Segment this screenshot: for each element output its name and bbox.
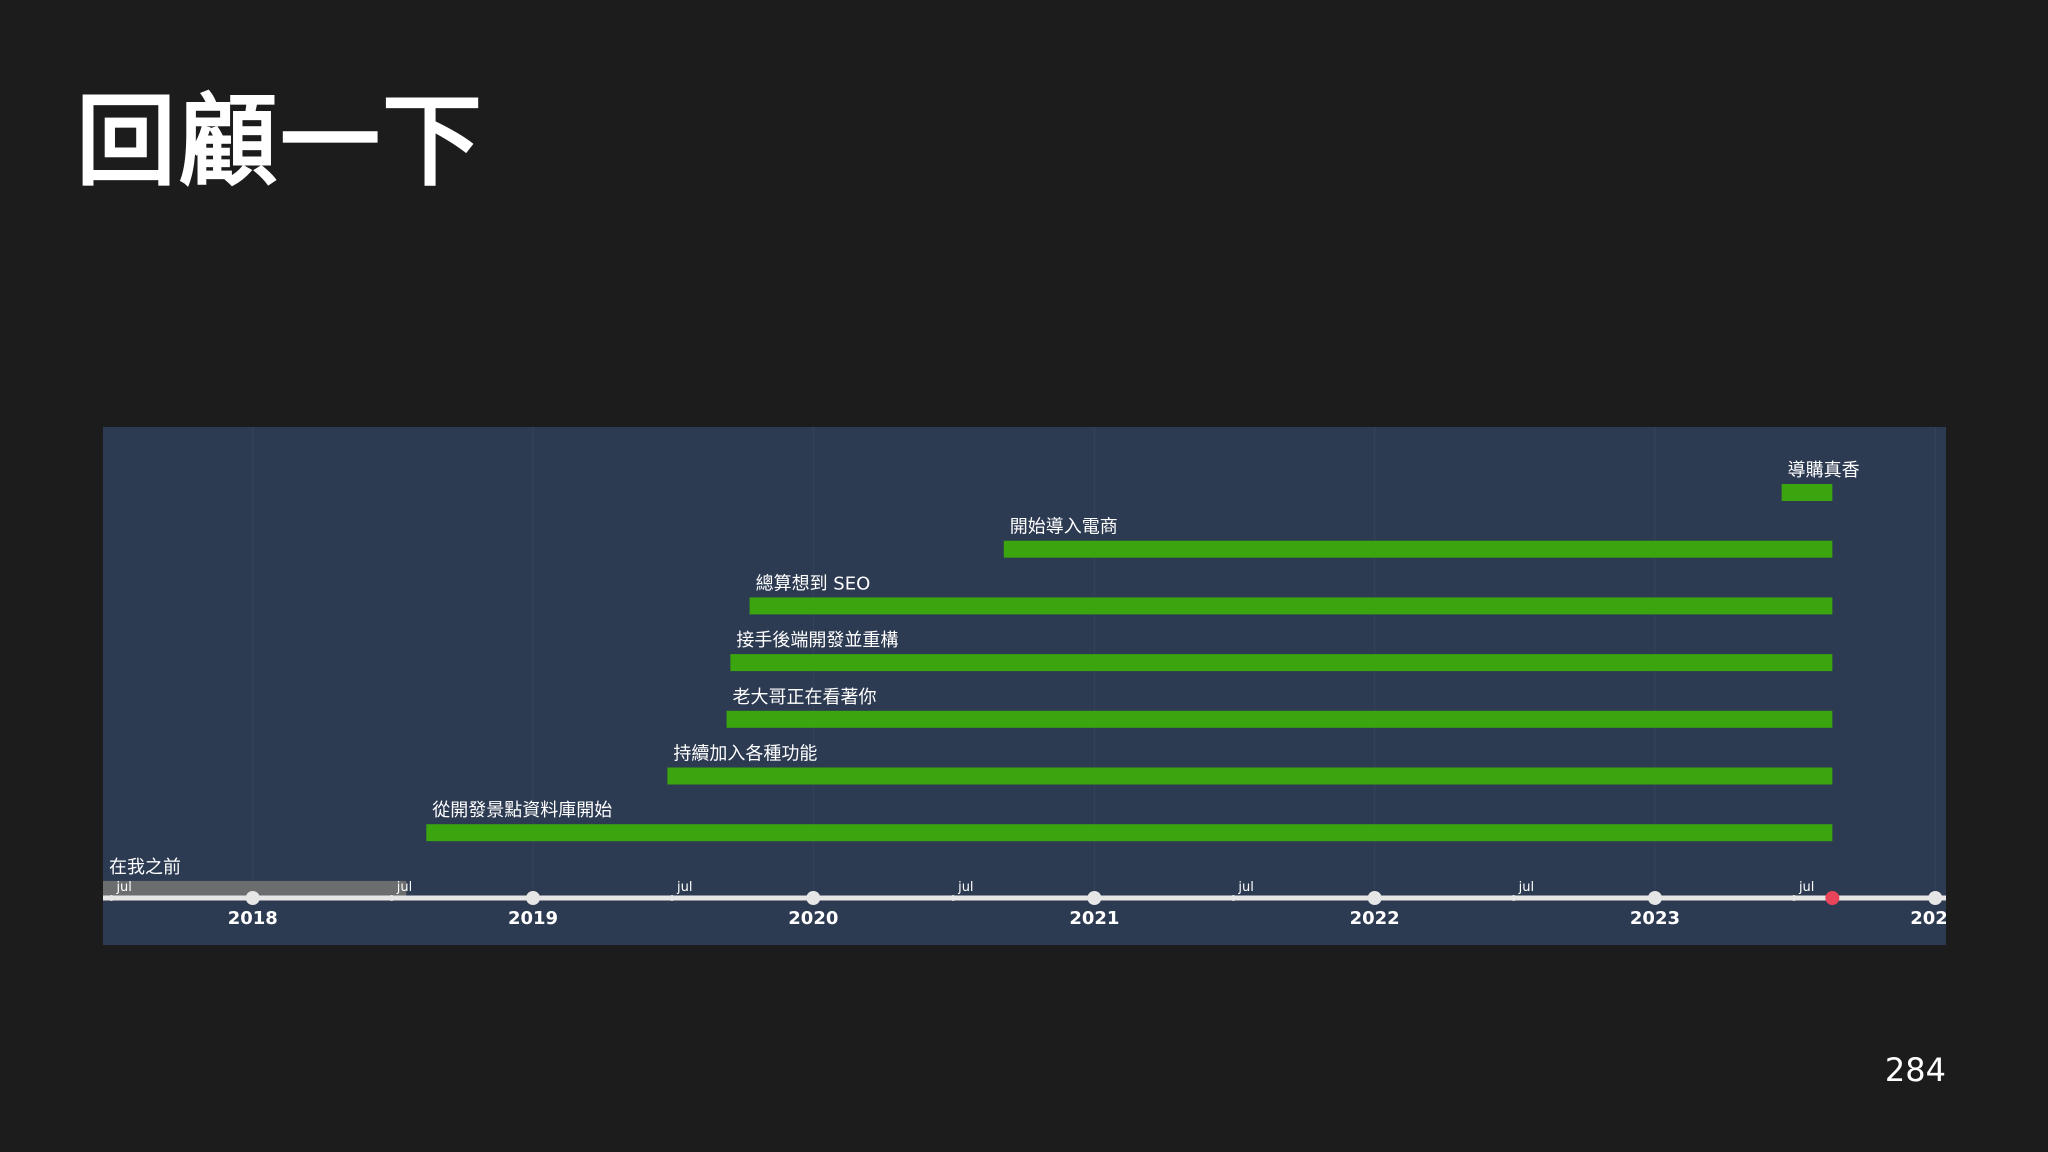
- timeline-bar-label: 開始導入電商: [1010, 517, 1118, 538]
- minor-tick-dot: [1790, 895, 1797, 901]
- minor-tick-dot: [388, 895, 395, 901]
- timeline-bar-label: 持續加入各種功能: [673, 744, 817, 765]
- major-tick-dot: [806, 891, 821, 905]
- timeline-bar-label: 從開發景點資料庫開始: [432, 800, 612, 821]
- timeline-bar: [749, 597, 1833, 615]
- timeline-bar: [1003, 540, 1833, 558]
- minor-tick-label: jul: [676, 880, 692, 895]
- page-number: 284: [1884, 1051, 1946, 1089]
- major-tick-label: 2022: [1350, 908, 1400, 929]
- major-tick-dot: [1647, 891, 1662, 905]
- major-tick-label: 2019: [508, 908, 558, 929]
- timeline-bar: [667, 767, 1833, 785]
- timeline-bar-label: 在我之前: [109, 857, 181, 878]
- minor-tick-dot: [1510, 895, 1517, 901]
- major-tick-label: 2024: [1910, 908, 1946, 929]
- timeline-bar: [730, 654, 1833, 672]
- slide-title: 回顧一下: [76, 83, 484, 200]
- timeline-bar: [726, 710, 1833, 728]
- major-tick-dot: [1087, 891, 1102, 905]
- timeline-bar-label: 接手後端開發並重構: [736, 630, 898, 651]
- major-tick-label: 2020: [788, 908, 838, 929]
- major-tick-label: 2023: [1630, 908, 1680, 929]
- major-tick-label: 2018: [228, 908, 278, 929]
- timeline-bar-label: 總算想到 SEO: [756, 573, 871, 594]
- minor-tick-dot: [950, 895, 957, 901]
- timeline-bar: [426, 824, 1833, 842]
- minor-tick-dot: [1230, 895, 1237, 901]
- minor-tick-label: jul: [1237, 880, 1253, 895]
- major-tick-dot: [526, 891, 541, 905]
- timeline-chart: 在我之前 從開發景點資料庫開始 持續加入各種功能 老大哥正在看著你 接手後端開發並重構 總…: [103, 427, 1946, 945]
- timeline-bar: [103, 880, 407, 898]
- minor-tick-label: jul: [115, 880, 131, 895]
- minor-tick-label: jul: [957, 880, 973, 895]
- current-date-marker: [1825, 891, 1840, 905]
- minor-tick-label: jul: [396, 880, 412, 895]
- minor-tick-dot: [108, 895, 115, 901]
- major-tick-dot: [245, 891, 260, 905]
- timeline-bar-label: 導購真香: [1788, 460, 1860, 481]
- major-tick-label: 2021: [1069, 908, 1119, 929]
- timeline-bar-label: 老大哥正在看著你: [733, 687, 877, 708]
- minor-tick-dot: [669, 895, 676, 901]
- major-tick-dot: [1367, 891, 1382, 905]
- minor-tick-label: jul: [1798, 880, 1814, 895]
- axis-layer: jul jul jul jul jul jul jul 2018 2019 2020 2021 202…: [103, 880, 1946, 929]
- minor-tick-label: jul: [1518, 880, 1534, 895]
- major-tick-dot: [1928, 891, 1943, 905]
- timeline-bar: [1781, 484, 1833, 501]
